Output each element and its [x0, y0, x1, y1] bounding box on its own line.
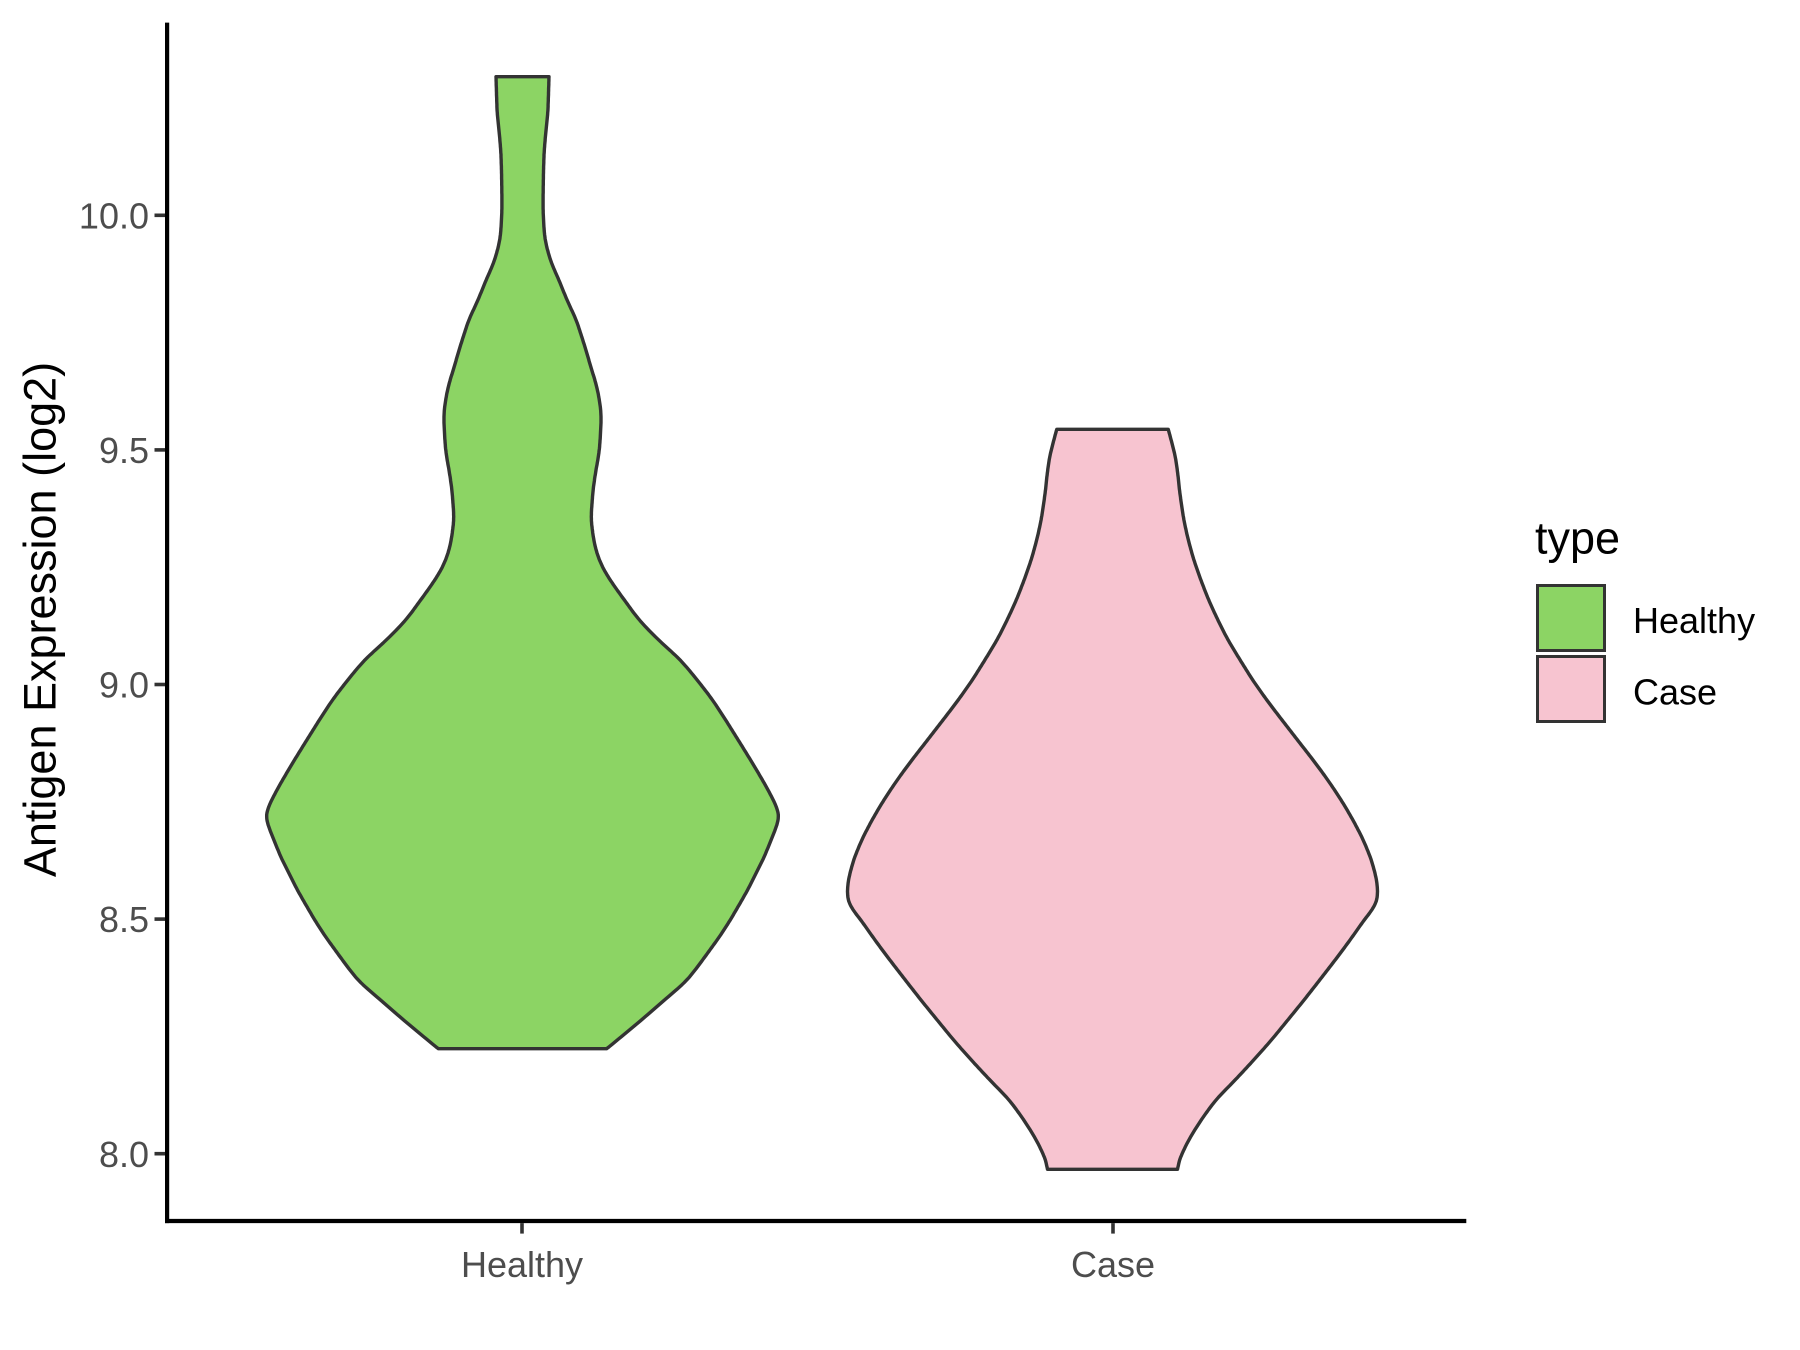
svg-text:9.0: 9.0 [99, 665, 149, 706]
svg-text:8.0: 8.0 [99, 1134, 149, 1175]
svg-text:Healthy: Healthy [1633, 600, 1755, 641]
svg-text:Antigen Expression (log2): Antigen Expression (log2) [15, 362, 66, 877]
svg-text:10.0: 10.0 [79, 195, 149, 236]
svg-text:Healthy: Healthy [461, 1244, 583, 1285]
svg-text:Case: Case [1633, 672, 1717, 713]
svg-text:type: type [1535, 513, 1620, 564]
svg-text:Case: Case [1071, 1244, 1155, 1285]
svg-text:8.5: 8.5 [99, 899, 149, 940]
svg-text:9.5: 9.5 [99, 430, 149, 471]
